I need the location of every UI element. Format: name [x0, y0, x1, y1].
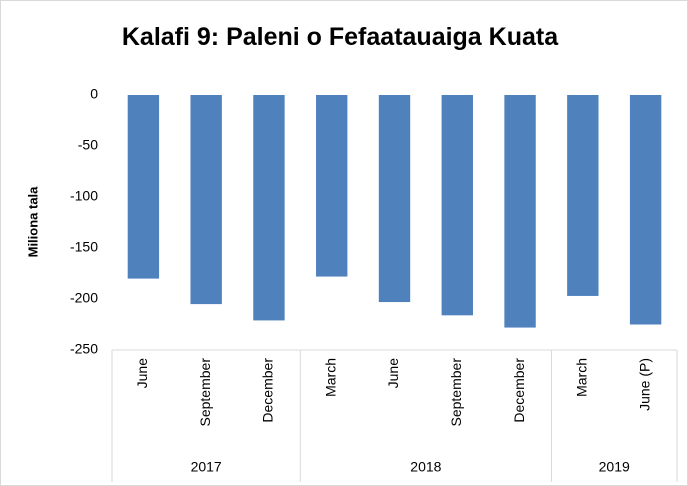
x-tick-label: June [134, 358, 150, 389]
bar [316, 95, 348, 277]
y-tick-label: -50 [78, 137, 98, 153]
x-tick-label: December [260, 358, 276, 423]
y-tick-label: -250 [70, 341, 98, 357]
group-label: 2018 [410, 459, 441, 475]
chart-title: Kalafi 9: Paleni o Fefaatauaiga Kuata [121, 23, 559, 51]
x-tick-label: June (P) [636, 358, 652, 411]
x-tick-label: March [322, 358, 338, 397]
x-tick-label: September [448, 358, 464, 427]
x-tick-label: September [197, 358, 213, 427]
bar [190, 95, 222, 305]
bar [629, 95, 662, 325]
group-label: 2019 [599, 459, 630, 475]
bar [127, 95, 160, 279]
y-tick-label: -200 [70, 290, 98, 306]
bar [504, 95, 536, 328]
x-tick-label: March [574, 358, 590, 397]
y-tick-label: -150 [70, 239, 98, 255]
bar [567, 95, 599, 296]
y-axis-label: Miliona tala [25, 186, 40, 258]
bar [253, 95, 285, 321]
group-label: 2017 [191, 459, 222, 475]
y-tick-label: 0 [90, 86, 98, 102]
y-tick-label: -100 [70, 188, 98, 204]
x-tick-label: December [511, 358, 527, 423]
x-tick-label: June [385, 358, 401, 389]
bar [441, 95, 473, 316]
bar [378, 95, 411, 303]
